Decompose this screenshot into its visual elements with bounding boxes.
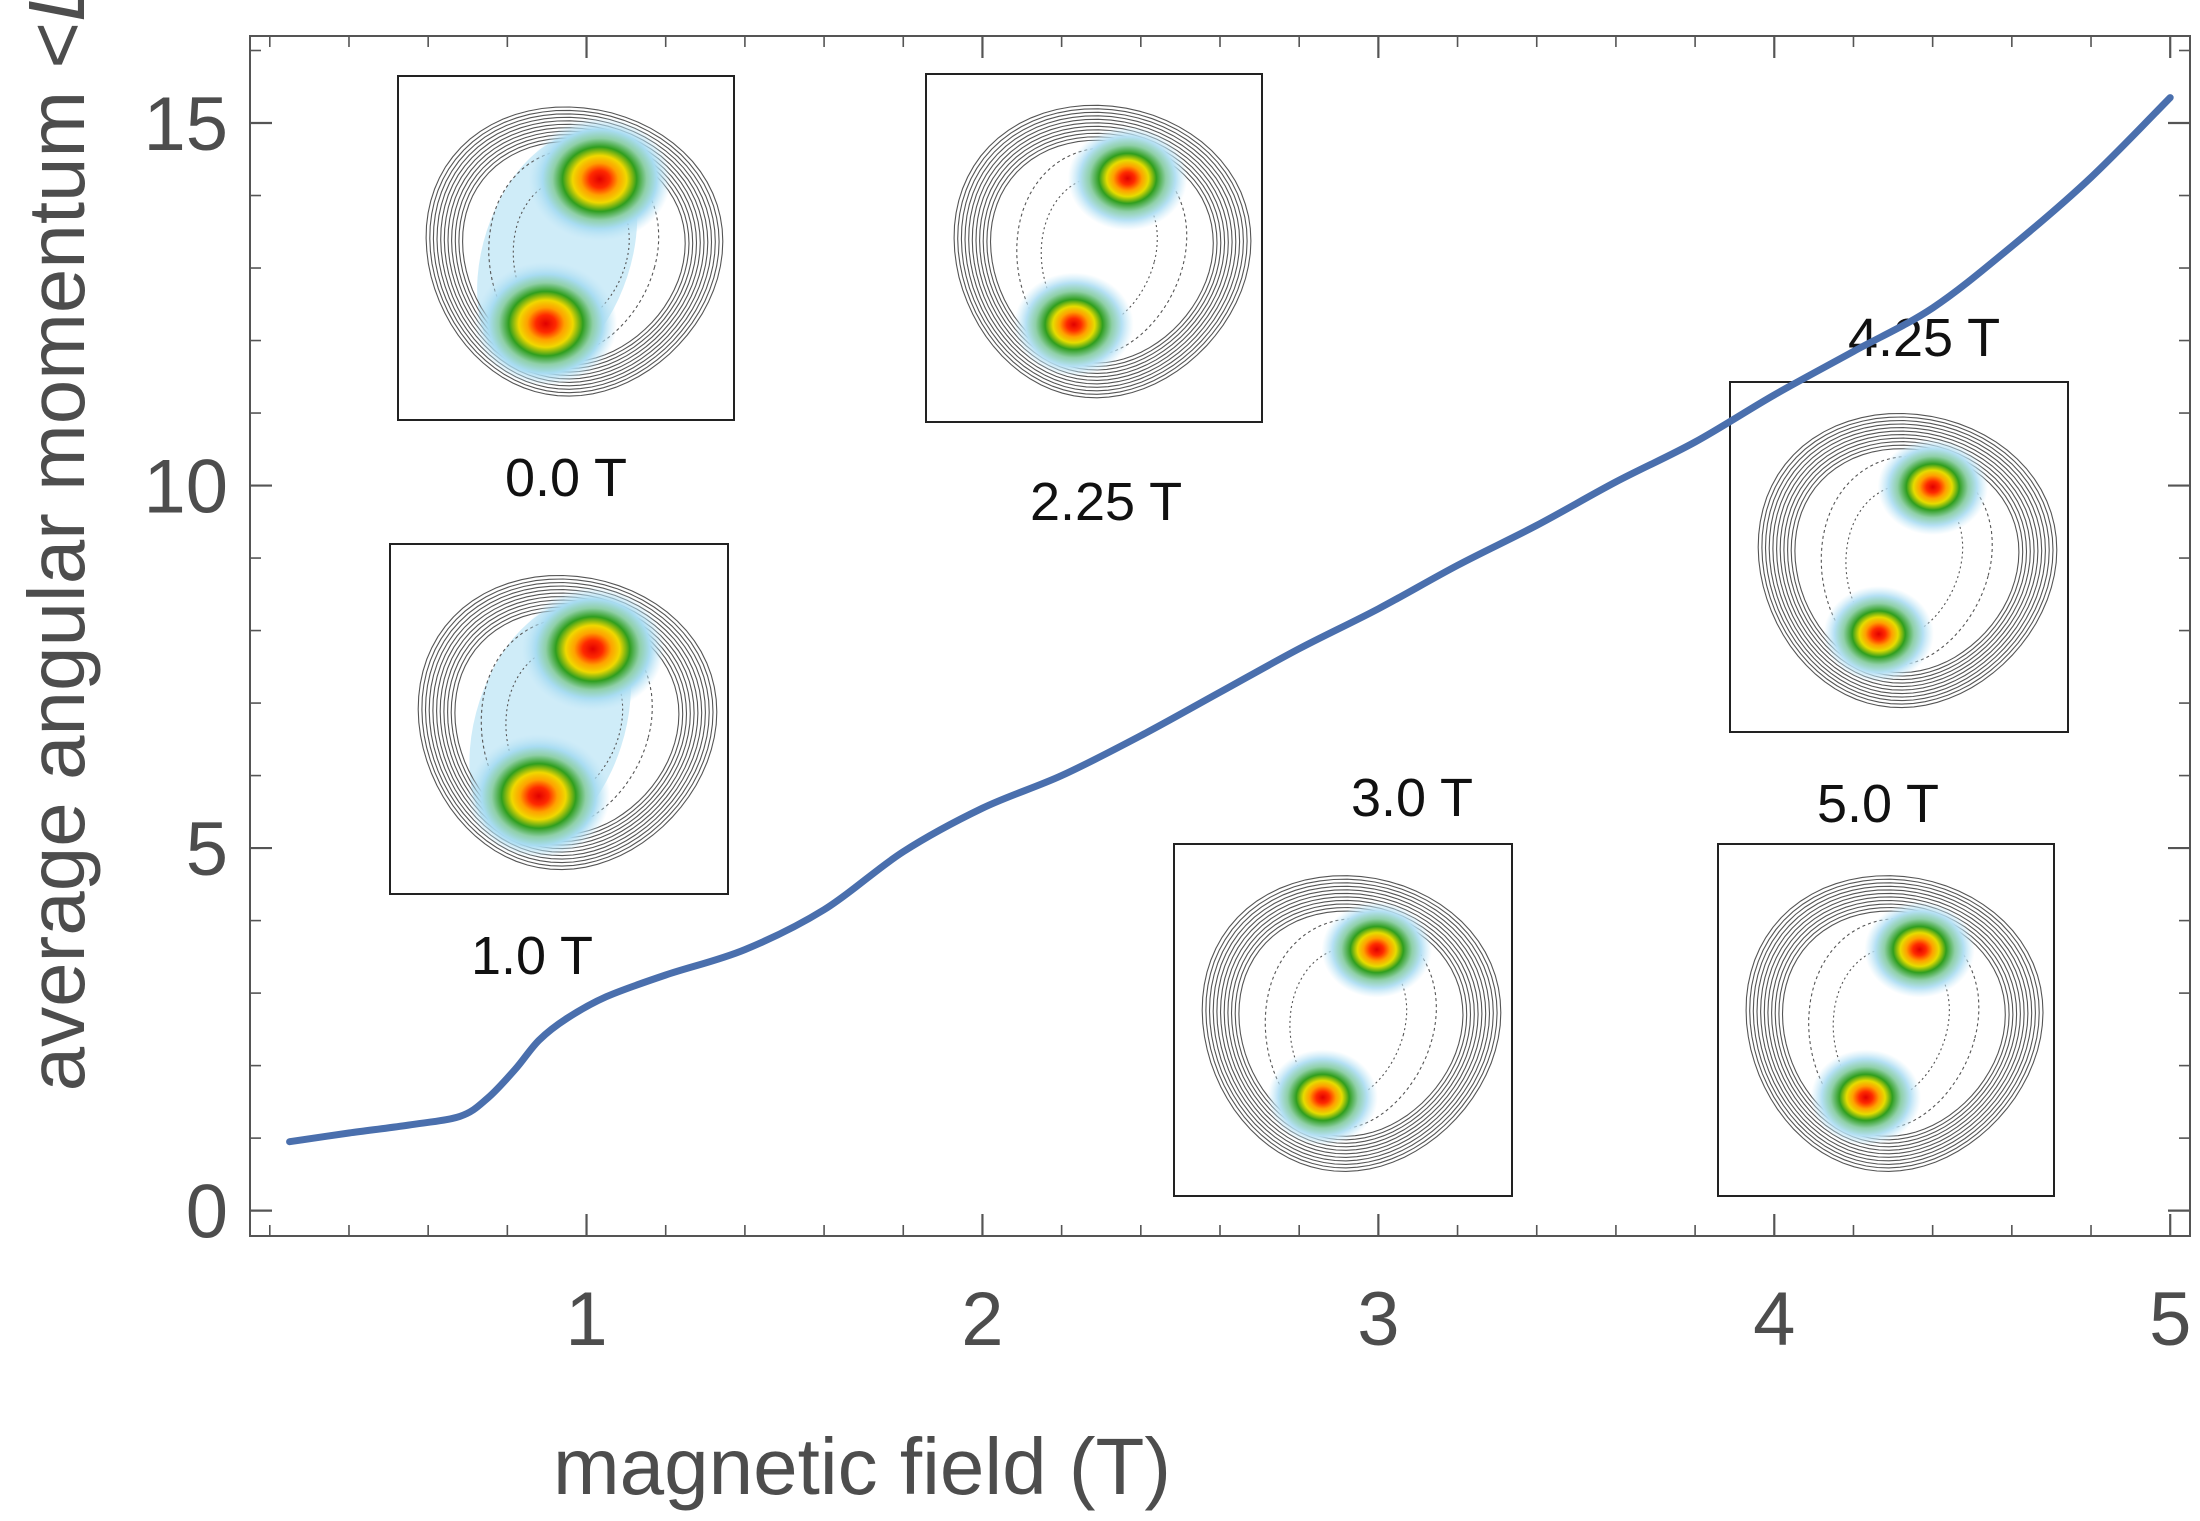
inset-label: 5.0 T [1817,774,1939,834]
inset-panel: 4.25 T [1729,308,2069,733]
contour-line [968,118,1237,385]
contour-line [1219,892,1483,1155]
contour-line [1201,875,1502,1172]
inset-label: 1.0 T [471,926,593,986]
axis-ticks [250,36,2190,1236]
contour-line [1763,892,2025,1155]
inset-panel: 2.25 T [925,73,1263,532]
contour-line [1749,878,2040,1169]
density-lobe [1014,272,1134,377]
density-lobe [1864,901,1975,998]
contour-line [1761,416,2054,705]
x-tick-label: 3 [1357,1277,1399,1362]
density-lobe [1067,126,1188,231]
x-tick-label: 1 [565,1277,607,1362]
density-lobe [521,587,665,711]
contour-line [1212,885,1491,1162]
contour-line [953,104,1252,399]
contour-line [971,122,1233,381]
contour-line [1745,875,2044,1172]
tick-labels: 1 2 3 4 5 0 5 10 15 [143,82,2191,1362]
contour-line [432,113,716,390]
contour-line [957,108,1248,395]
contour-line [1757,412,2058,709]
inset-frame [1717,843,2055,1197]
y-tick-label: 10 [143,445,228,530]
x-tick-label: 2 [961,1277,1003,1362]
contour-line [1774,903,2014,1144]
contour-lines [1757,412,2058,709]
contour-line [424,581,710,864]
insets: 0.0 T 2.25 T 1.0 T 4.25 T 3.0 T 5.0 T [389,73,2069,1197]
y-tick-label: 15 [143,82,228,167]
contour-line [417,574,718,871]
contour-line [425,106,724,397]
contour-line [964,115,1241,388]
contour-line [1223,896,1479,1151]
density-lobe [1321,901,1433,998]
contour-line [1205,878,1498,1169]
contour-line [960,111,1244,392]
contour-lines [953,104,1252,399]
density-lobe [528,117,671,242]
contour-line [1771,899,2018,1148]
inset-label: 0.0 T [505,448,627,508]
contour-lines [1201,875,1502,1172]
y-axis-title: average angular momentum <Lz> [12,0,112,1091]
x-tick-label: 5 [2149,1277,2191,1362]
contour-line [1772,427,2043,695]
density-lobe [1823,586,1934,682]
contour-line [1752,882,2036,1165]
contour-line [1767,896,2021,1151]
contour-line [979,129,1226,374]
inset-panel: 3.0 T [1173,768,1513,1197]
density-lobe [1267,1049,1378,1146]
density-lobe [474,261,618,386]
y-axis-title-prefix: average angular momentum < [12,22,101,1092]
series [286,94,2174,1146]
y-axis-title-symbol: L [12,0,101,22]
contour-line [1776,430,2039,691]
contour-line [1227,899,1475,1148]
x-axis-title: magnetic field (T) [553,1422,1171,1511]
contour-line [1768,423,2046,698]
contour-line [1760,889,2029,1158]
inset-label: 2.25 T [1030,472,1182,532]
contour-line [436,116,713,387]
contour-line [429,109,720,394]
inset-panel: 0.0 T [397,75,735,508]
y-tick-label: 0 [186,1170,228,1255]
density-lobe [1810,1049,1922,1146]
contour-line [1783,437,2031,684]
contour-line [975,125,1229,378]
contour-line [1779,434,2035,688]
inset-label: 3.0 T [1351,768,1473,828]
contour-line [1756,885,2033,1162]
y-tick-label: 5 [186,807,228,892]
density-lobe [1877,439,1989,535]
contour-line [421,578,714,867]
x-tick-label: 4 [1753,1277,1795,1362]
series-line [286,94,2174,1146]
contour-line [1787,441,2028,681]
contour-line [1208,882,1494,1165]
contour-line [1764,419,2050,702]
inset-panel: 5.0 T [1717,774,2055,1197]
density-lobe [467,734,611,858]
contour-line [1230,903,1472,1144]
inset-panel: 1.0 T [389,543,729,986]
contour-line [1216,889,1487,1158]
contour-line [428,585,706,860]
